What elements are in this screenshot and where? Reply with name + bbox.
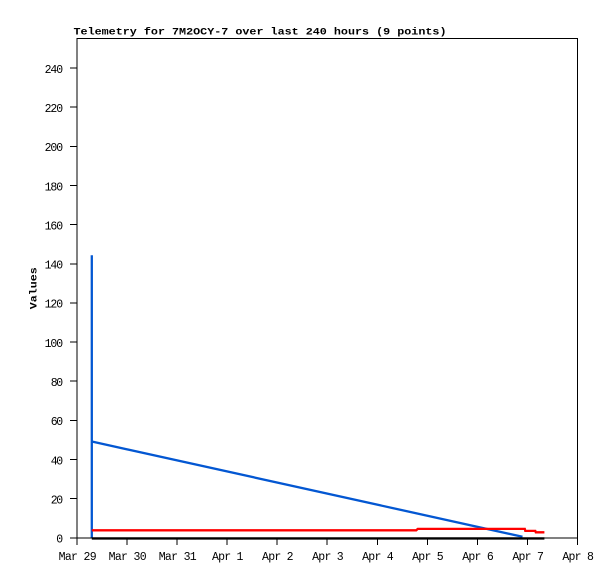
svg-text:200: 200: [45, 142, 64, 155]
svg-text:Apr 8: Apr 8: [562, 551, 594, 564]
svg-text:180: 180: [45, 181, 64, 194]
svg-text:Apr 5: Apr 5: [412, 551, 444, 564]
svg-text:Apr 6: Apr 6: [462, 551, 494, 564]
svg-text:40: 40: [51, 455, 63, 468]
svg-text:20: 20: [51, 495, 63, 508]
svg-text:Apr 4: Apr 4: [362, 551, 394, 564]
svg-text:Mar 29: Mar 29: [59, 551, 97, 564]
svg-text:100: 100: [45, 338, 64, 351]
svg-text:240: 240: [45, 64, 64, 77]
svg-text:Apr 3: Apr 3: [312, 551, 344, 564]
svg-text:Apr 1: Apr 1: [212, 551, 244, 564]
svg-text:Values: Values: [28, 267, 40, 309]
svg-text:120: 120: [45, 299, 64, 312]
svg-text:140: 140: [45, 260, 64, 273]
svg-text:Mar 30: Mar 30: [109, 551, 147, 564]
svg-text:Mar 31: Mar 31: [159, 551, 197, 564]
svg-text:Telemetry for 7M2OCY-7 over la: Telemetry for 7M2OCY-7 over last 240 hou…: [74, 27, 447, 39]
svg-text:80: 80: [51, 377, 63, 390]
svg-text:60: 60: [51, 416, 63, 429]
svg-text:Apr 7: Apr 7: [512, 551, 544, 564]
svg-text:Apr 2: Apr 2: [262, 551, 294, 564]
svg-text:160: 160: [45, 220, 64, 233]
svg-text:0: 0: [56, 534, 63, 547]
svg-text:220: 220: [45, 103, 64, 116]
